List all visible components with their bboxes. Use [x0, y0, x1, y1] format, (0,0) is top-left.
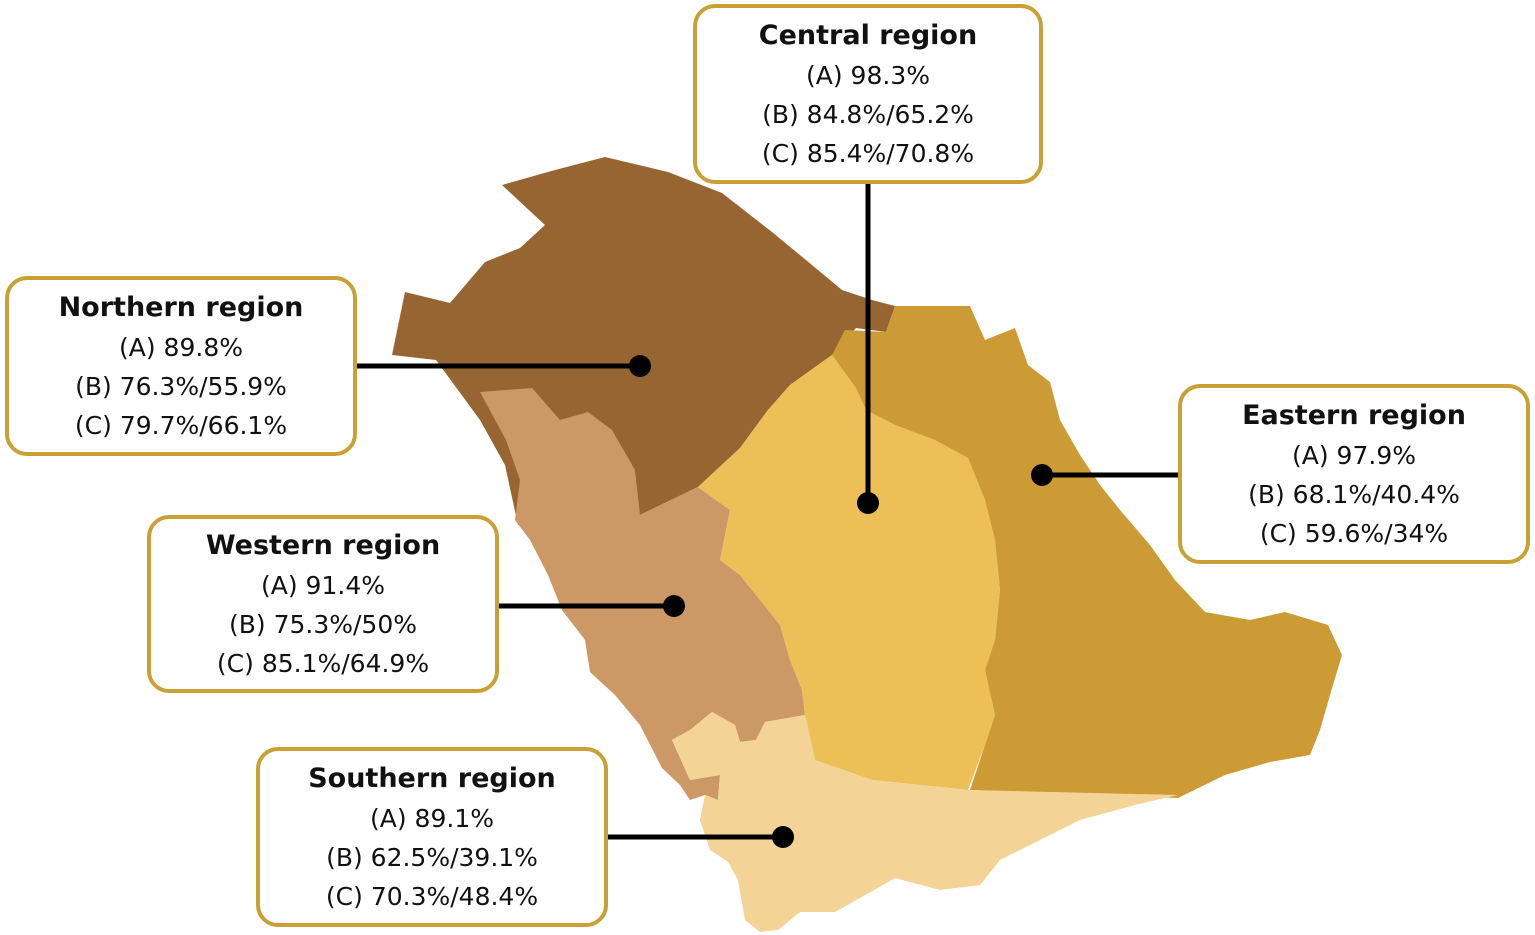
northern-value-c: (C) 79.7%/66.1% — [74, 410, 288, 440]
southern-marker — [772, 826, 794, 848]
southern-region-title: Southern region — [308, 762, 556, 794]
northern-value-a: (A) 89.8% — [119, 332, 243, 362]
eastern-region-box: Eastern region (A) 97.9% (B) 68.1%/40.4%… — [1178, 384, 1530, 564]
southern-value-b: (B) 62.5%/39.1% — [326, 842, 538, 872]
central-region-title: Central region — [758, 19, 978, 51]
eastern-region-title: Eastern region — [1242, 399, 1466, 431]
central-value-c: (C) 85.4%/70.8% — [761, 138, 975, 168]
eastern-value-c: (C) 59.6%/34% — [1259, 518, 1449, 548]
central-value-b: (B) 84.8%/65.2% — [762, 99, 974, 129]
eastern-marker — [1031, 464, 1053, 486]
western-region-title: Western region — [205, 529, 441, 561]
northern-region-box: Northern region (A) 89.8% (B) 76.3%/55.9… — [5, 276, 357, 456]
central-value-a: (A) 98.3% — [806, 60, 930, 90]
southern-region-box: Southern region (A) 89.1% (B) 62.5%/39.1… — [256, 747, 608, 927]
northern-value-b: (B) 76.3%/55.9% — [75, 371, 287, 401]
western-value-b: (B) 75.3%/50% — [228, 609, 417, 639]
southern-value-c: (C) 70.3%/48.4% — [325, 881, 539, 911]
eastern-region-area — [832, 306, 1342, 798]
northern-marker — [629, 355, 651, 377]
western-region-box: Western region (A) 91.4% (B) 75.3%/50% (… — [147, 515, 499, 693]
western-value-c: (C) 85.1%/64.9% — [216, 648, 430, 678]
central-marker — [857, 492, 879, 514]
central-region-area — [698, 355, 1000, 790]
southern-region-area — [672, 712, 1178, 932]
western-region-area — [480, 388, 805, 800]
southern-value-a: (A) 89.1% — [370, 803, 494, 833]
central-region-box: Central region (A) 98.3% (B) 84.8%/65.2%… — [693, 4, 1043, 184]
northern-region-title: Northern region — [58, 291, 304, 323]
eastern-value-b: (B) 68.1%/40.4% — [1248, 479, 1460, 509]
western-value-a: (A) 91.4% — [261, 570, 385, 600]
western-marker — [663, 595, 685, 617]
eastern-value-a: (A) 97.9% — [1292, 440, 1416, 470]
